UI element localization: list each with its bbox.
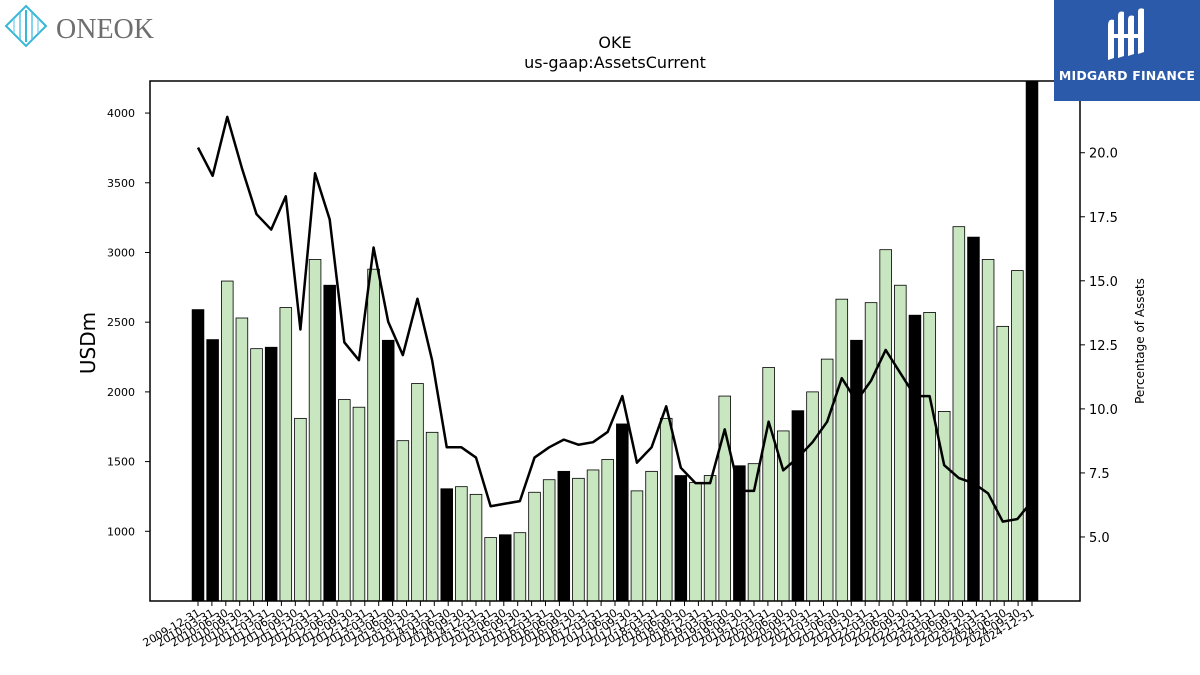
oneok-diamond-icon xyxy=(4,4,48,48)
y-tick-label: 3500 xyxy=(107,177,135,190)
bar xyxy=(835,298,849,602)
bar xyxy=(557,470,571,602)
bar xyxy=(308,259,322,602)
bar xyxy=(659,417,673,602)
bar xyxy=(528,491,541,602)
bar xyxy=(235,317,249,602)
bar xyxy=(455,486,468,602)
bar xyxy=(206,339,219,602)
bar xyxy=(586,469,600,602)
bar xyxy=(484,537,497,602)
bar xyxy=(616,423,629,602)
bar xyxy=(630,490,644,602)
y-tick-label: 1000 xyxy=(107,525,135,538)
oneok-wordmark: ONEOK xyxy=(56,14,154,45)
bar xyxy=(791,410,805,602)
chart-subtitle: us-gaap:AssetsCurrent xyxy=(524,53,706,72)
bar xyxy=(352,406,366,602)
bar xyxy=(996,325,1009,602)
bar xyxy=(572,477,585,602)
bar xyxy=(850,339,863,602)
bar xyxy=(1011,270,1024,602)
bar xyxy=(294,417,307,602)
oneok-logo: ONEOK xyxy=(4,4,154,53)
bar xyxy=(747,463,761,602)
bar xyxy=(703,475,717,602)
y-tick-label: 2000 xyxy=(107,386,135,399)
bar xyxy=(967,236,980,602)
bar xyxy=(1025,80,1039,602)
bar xyxy=(381,339,395,602)
bar xyxy=(221,280,234,602)
bar xyxy=(323,284,336,602)
percentage-line xyxy=(196,115,1033,523)
bar xyxy=(952,226,966,602)
y-tick-label: 1500 xyxy=(107,456,135,469)
y2-tick-label: 15.0 xyxy=(1089,275,1118,290)
y2-axis-label: Percentage of Assets xyxy=(1133,278,1147,404)
bar xyxy=(191,309,205,602)
bar xyxy=(425,431,439,602)
bar xyxy=(937,410,951,602)
bar xyxy=(499,534,512,602)
bar xyxy=(908,314,922,602)
y2-tick-label: 5.0 xyxy=(1089,531,1110,546)
y-tick-label: 3000 xyxy=(107,246,135,259)
bar xyxy=(806,391,819,602)
bar xyxy=(645,470,658,602)
bar xyxy=(264,346,278,602)
midgard-mark-icon xyxy=(1104,8,1150,70)
y2-tick-label: 12.5 xyxy=(1089,339,1118,354)
bar xyxy=(250,348,263,602)
bar xyxy=(879,249,892,602)
bar xyxy=(411,383,424,602)
y-axis-left: 1000 1500 2000 2500 3000 3500 4000 xyxy=(107,107,150,538)
bar xyxy=(542,479,556,602)
y-axis-label: USDm xyxy=(76,312,100,374)
bar xyxy=(762,367,775,602)
y-axis-right: 5.0 7.5 10.0 12.5 15.0 17.5 20.0 xyxy=(1080,147,1118,546)
bar xyxy=(864,302,878,602)
bar xyxy=(981,259,995,602)
y2-tick-label: 20.0 xyxy=(1089,147,1118,162)
bar xyxy=(513,532,527,602)
line-layer xyxy=(196,115,1033,523)
bar xyxy=(440,488,453,602)
y2-tick-label: 17.5 xyxy=(1089,211,1118,226)
bar xyxy=(820,358,834,602)
bars-layer xyxy=(191,80,1039,602)
bar xyxy=(674,475,688,602)
y2-tick-label: 7.5 xyxy=(1089,467,1110,482)
bar xyxy=(894,284,907,602)
y-tick-label: 4000 xyxy=(107,107,135,120)
chart-title: OKE xyxy=(598,33,631,52)
bar xyxy=(689,482,702,602)
bar xyxy=(469,493,483,602)
bar xyxy=(367,268,380,602)
y-tick-label: 2500 xyxy=(107,316,135,329)
bar xyxy=(279,307,293,602)
midgard-finance-logo: MIDGARD FINANCE xyxy=(1054,0,1200,101)
bar xyxy=(601,459,614,602)
bar xyxy=(338,399,351,602)
bar xyxy=(718,395,731,602)
bar xyxy=(923,312,936,602)
bar xyxy=(396,440,410,602)
x-axis: 2009-12-312010-03-312010-06-302010-09-30… xyxy=(141,601,1037,650)
y2-tick-label: 10.0 xyxy=(1089,403,1118,418)
midgard-wordmark: MIDGARD FINANCE xyxy=(1058,68,1196,83)
